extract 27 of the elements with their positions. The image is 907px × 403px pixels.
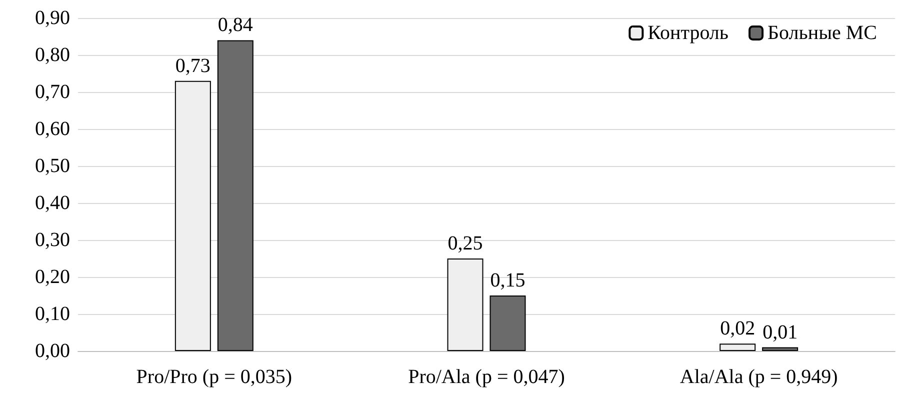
y-tick-label: 0,10	[35, 303, 70, 325]
data-label: 0,73	[175, 54, 210, 77]
x-tick-label: Ala/Ala (p = 0,949)	[680, 366, 838, 388]
legend-label: Контроль	[648, 22, 729, 44]
y-tick-label: 0,00	[35, 340, 70, 362]
y-tick-label: 0,30	[35, 229, 70, 251]
bar	[174, 80, 211, 351]
x-tick-label: Pro/Pro (p = 0,035)	[136, 366, 292, 388]
bar	[447, 258, 484, 351]
y-tick-label: 0,40	[35, 192, 70, 214]
y-tick-label: 0,20	[35, 266, 70, 288]
data-label: 0,01	[762, 321, 798, 344]
y-tick-label: 0,70	[35, 81, 70, 103]
data-label: 0,02	[720, 318, 756, 340]
bar	[762, 347, 798, 351]
data-label: 0,84	[218, 14, 253, 36]
y-tick-label: 0,60	[35, 118, 70, 140]
y-tick-label: 0,50	[35, 155, 70, 177]
legend-label: Больные МС	[768, 22, 878, 44]
data-label: 0,15	[490, 270, 526, 292]
x-tick-label: Pro/Ala (p = 0,047)	[408, 366, 565, 388]
bar	[217, 40, 254, 351]
bar	[490, 296, 526, 351]
data-label: 0,25	[448, 232, 483, 254]
y-tick-label: 0,90	[35, 7, 70, 29]
bar	[720, 344, 756, 351]
y-tick-label: 0,80	[35, 44, 70, 66]
